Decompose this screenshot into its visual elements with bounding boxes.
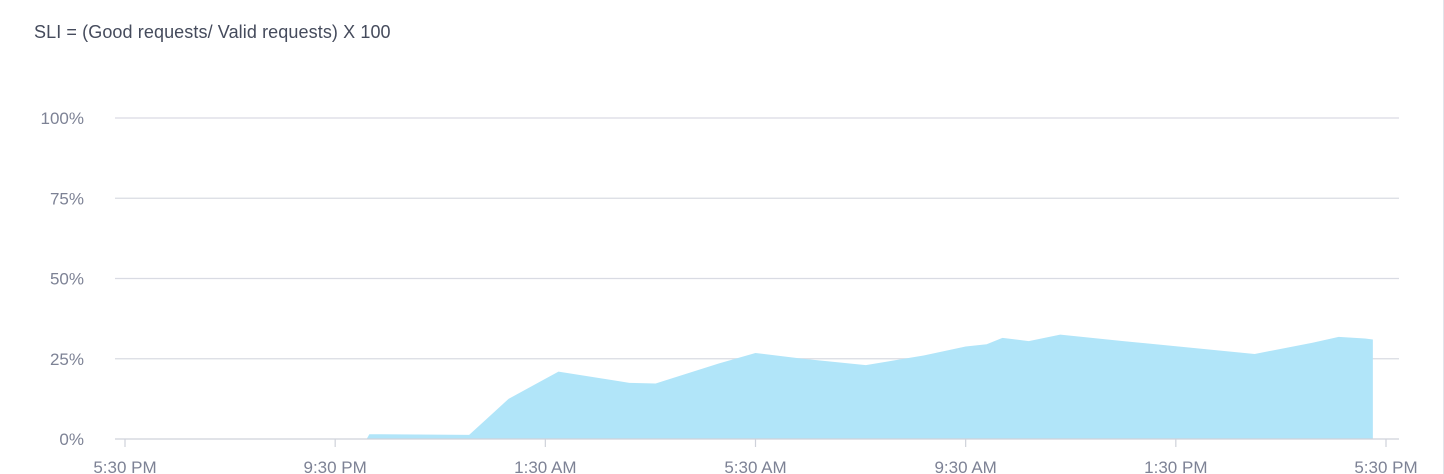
x-tick-label: 5:30 PM xyxy=(1354,458,1417,474)
x-tick-label: 9:30 AM xyxy=(934,458,996,474)
grid-lines xyxy=(115,117,1399,360)
sli-area-series xyxy=(125,334,1373,439)
x-axis xyxy=(115,438,1399,447)
x-tick-label: 9:30 PM xyxy=(304,458,367,474)
y-tick-label: 0% xyxy=(59,430,84,449)
y-tick-label: 25% xyxy=(50,350,84,369)
y-tick-label: 100% xyxy=(41,109,84,128)
x-tick-label: 1:30 PM xyxy=(1144,458,1207,474)
x-tick-label: 5:30 AM xyxy=(724,458,786,474)
y-tick-label: 75% xyxy=(50,189,84,208)
chart-title: SLI = (Good requests/ Valid requests) X … xyxy=(34,22,391,42)
x-tick-label: 1:30 AM xyxy=(514,458,576,474)
x-axis-tick-labels: 5:30 PM 9:30 PM 1:30 AM 5:30 AM 9:30 AM 1:30 … xyxy=(93,458,1417,474)
y-axis-tick-labels: 0% 25% 50% 75% 100% xyxy=(41,109,84,449)
area-series-layer xyxy=(125,334,1373,439)
y-tick-label: 50% xyxy=(50,270,84,289)
x-tick-label: 5:30 PM xyxy=(93,458,156,474)
